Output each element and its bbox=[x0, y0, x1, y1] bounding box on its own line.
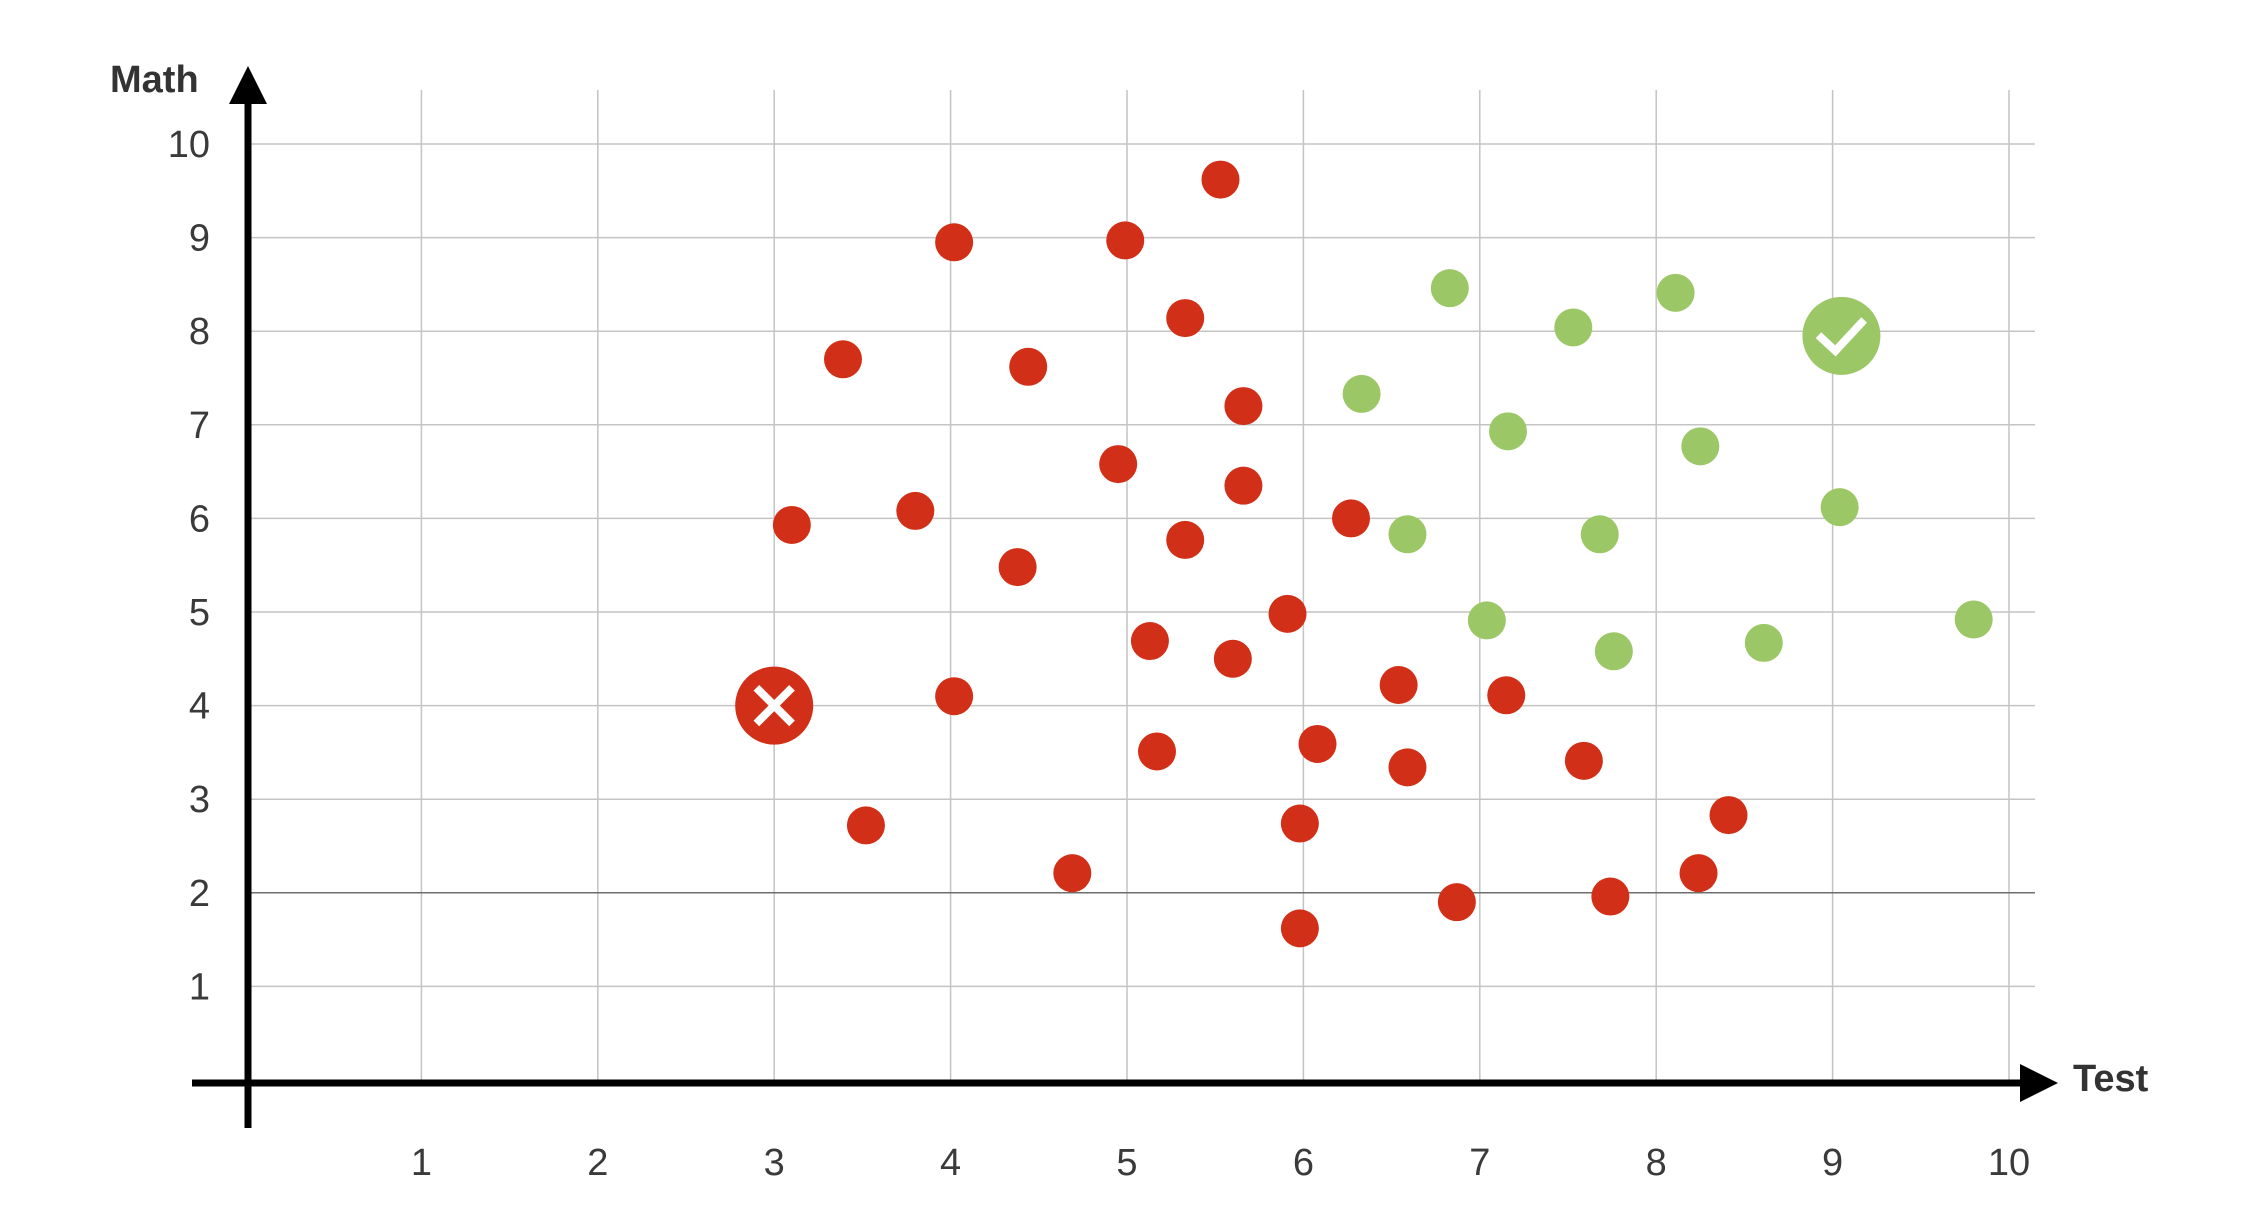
red-data-point bbox=[896, 491, 935, 530]
red-data-point bbox=[1137, 732, 1176, 771]
red-data-point bbox=[935, 223, 974, 262]
annotation-markers bbox=[735, 296, 1881, 745]
x-tick-label: 6 bbox=[1293, 1142, 1314, 1184]
cross-icon bbox=[735, 666, 814, 745]
red-data-point bbox=[935, 677, 974, 716]
x-axis-title: Test bbox=[2073, 1058, 2149, 1100]
y-tick-label: 7 bbox=[189, 405, 210, 447]
x-tick-label: 2 bbox=[587, 1142, 608, 1184]
y-tick-label: 10 bbox=[168, 124, 210, 166]
y-tick-label: 6 bbox=[189, 498, 210, 540]
x-tick-label: 3 bbox=[764, 1142, 785, 1184]
green-data-point bbox=[1594, 632, 1633, 671]
y-axis-title: Math bbox=[110, 59, 199, 101]
red-data-point bbox=[1437, 883, 1476, 922]
green-data-point bbox=[1656, 273, 1695, 312]
y-tick-label: 8 bbox=[189, 311, 210, 353]
red-data-point bbox=[1201, 160, 1240, 199]
y-tick-label: 3 bbox=[189, 779, 210, 821]
y-axis-arrow bbox=[229, 66, 267, 104]
green-data-point bbox=[1467, 601, 1506, 640]
red-data-point bbox=[1268, 594, 1307, 633]
x-tick-label: 4 bbox=[940, 1142, 961, 1184]
red-data-point bbox=[1224, 387, 1263, 426]
x-tick-label: 8 bbox=[1646, 1142, 1667, 1184]
green-data-point bbox=[1388, 515, 1427, 554]
x-tick-label: 10 bbox=[1988, 1142, 2030, 1184]
red-data-point bbox=[998, 548, 1037, 587]
red-data-point bbox=[1388, 748, 1427, 787]
y-tick-label: 1 bbox=[189, 966, 210, 1008]
red-data-point bbox=[1591, 877, 1630, 916]
red-data-point bbox=[1099, 445, 1138, 484]
red-data-point bbox=[1679, 854, 1718, 893]
x-tick-label: 9 bbox=[1822, 1142, 1843, 1184]
y-tick-label: 2 bbox=[189, 873, 210, 915]
data-points bbox=[772, 160, 1993, 948]
red-data-point bbox=[1280, 909, 1319, 948]
red-data-point bbox=[1106, 221, 1145, 260]
y-tick-label: 4 bbox=[189, 686, 210, 728]
x-tick-label: 1 bbox=[411, 1142, 432, 1184]
red-data-point bbox=[772, 505, 811, 544]
red-data-point bbox=[1487, 676, 1526, 715]
red-data-point bbox=[1130, 622, 1169, 661]
green-data-point bbox=[1820, 488, 1859, 527]
red-data-point bbox=[1332, 499, 1371, 538]
tick-labels: 1 2 3 4 5 6 7 8 9 10 1 2 3 4 5 6 7 8 9 10 bbox=[168, 124, 2030, 1184]
x-axis-arrow bbox=[2020, 1064, 2058, 1102]
cross-mark bbox=[753, 684, 795, 727]
red-data-point bbox=[1224, 466, 1263, 505]
axes bbox=[192, 66, 2058, 1128]
red-data-point bbox=[846, 806, 885, 845]
red-data-point bbox=[1166, 299, 1205, 338]
red-data-point bbox=[1564, 741, 1603, 780]
green-data-point bbox=[1954, 600, 1993, 639]
green-data-point bbox=[1744, 623, 1783, 662]
red-data-point bbox=[823, 340, 862, 379]
red-data-point bbox=[1166, 520, 1205, 559]
red-data-point bbox=[1298, 724, 1337, 763]
red-data-point bbox=[1379, 666, 1418, 705]
green-data-point bbox=[1489, 412, 1528, 451]
x-tick-label: 5 bbox=[1116, 1142, 1137, 1184]
red-data-point bbox=[1009, 347, 1048, 386]
green-data-point bbox=[1342, 374, 1381, 413]
green-data-point bbox=[1554, 308, 1593, 347]
green-marker-circle bbox=[1802, 296, 1881, 375]
green-data-point bbox=[1681, 427, 1720, 466]
red-data-point bbox=[1280, 804, 1319, 843]
red-data-point bbox=[1213, 639, 1252, 678]
x-tick-label: 7 bbox=[1469, 1142, 1490, 1184]
y-tick-label: 9 bbox=[189, 218, 210, 260]
check-icon bbox=[1802, 296, 1881, 375]
red-data-point bbox=[1053, 854, 1092, 893]
green-data-point bbox=[1430, 269, 1469, 308]
red-data-point bbox=[1709, 796, 1748, 835]
green-data-point bbox=[1580, 515, 1619, 554]
check-mark bbox=[1815, 317, 1868, 357]
y-tick-label: 5 bbox=[189, 592, 210, 634]
